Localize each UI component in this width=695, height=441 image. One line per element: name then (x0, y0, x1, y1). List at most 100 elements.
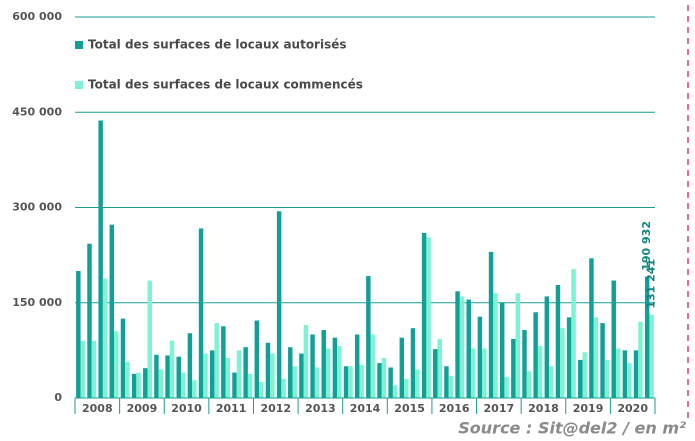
bar (169, 340, 175, 398)
value-label: 190 932 (640, 221, 653, 271)
bar (80, 340, 86, 398)
x-group-label: 2008 (82, 402, 113, 415)
bar (399, 337, 405, 398)
bar (359, 364, 364, 398)
x-group-label: 2010 (171, 402, 202, 415)
value-label: 131 241 (645, 259, 658, 309)
bar (410, 328, 416, 398)
bar (638, 321, 643, 398)
bar (499, 302, 505, 398)
bar (466, 299, 471, 398)
bar (299, 353, 304, 398)
bar (622, 350, 628, 398)
bar (120, 318, 126, 398)
bar (571, 269, 576, 398)
bar (493, 293, 498, 398)
bar (243, 347, 248, 398)
bar (76, 271, 81, 398)
bar (404, 378, 409, 398)
bar (421, 232, 427, 398)
bar (348, 366, 353, 398)
bar (392, 385, 398, 398)
bar (98, 120, 103, 398)
bar (566, 317, 572, 398)
bar (459, 296, 465, 398)
bar (147, 280, 152, 398)
bar (198, 228, 204, 398)
bar (165, 355, 170, 398)
bar (544, 296, 550, 398)
bar (176, 356, 181, 398)
bar (325, 348, 331, 398)
legend-label: Total des surfaces de locaux autorisés (88, 38, 347, 52)
x-group-label: 2012 (260, 402, 291, 415)
y-tick-label: 450 000 (12, 105, 62, 118)
bar (549, 366, 554, 398)
legend-swatch (75, 81, 83, 89)
x-group-label: 2014 (350, 402, 381, 415)
bar (615, 348, 621, 398)
bar (332, 337, 338, 398)
bar (254, 320, 260, 398)
bar (426, 237, 431, 398)
x-group-label: 2009 (127, 402, 158, 415)
bar (448, 375, 454, 398)
bar (136, 372, 141, 398)
bar (388, 367, 393, 398)
bar (114, 331, 119, 398)
bar (265, 342, 271, 398)
bar (87, 243, 92, 398)
bar (433, 349, 438, 398)
bar (526, 371, 532, 398)
bar (314, 367, 320, 398)
bar (611, 280, 616, 398)
bar (470, 348, 476, 398)
y-tick-label: 600 000 (12, 10, 62, 23)
bar (455, 291, 460, 398)
bar (131, 373, 137, 398)
y-tick-label: 0 (54, 391, 62, 404)
bar (604, 359, 610, 398)
legend-label: Total des surfaces de locaux commencés (88, 78, 363, 92)
bar (560, 328, 565, 398)
bar (377, 363, 382, 398)
legend-swatch (75, 41, 83, 49)
x-group-label: 2017 (484, 402, 515, 415)
bar (511, 338, 516, 398)
bar (366, 276, 371, 398)
y-tick-label: 150 000 (12, 296, 62, 309)
bar (515, 293, 521, 398)
x-group-label: 2019 (573, 402, 604, 415)
bar (522, 330, 527, 398)
bar (321, 330, 326, 398)
bar (303, 324, 309, 398)
bar (154, 354, 159, 398)
bar (537, 345, 543, 398)
bar (444, 366, 449, 398)
bar (370, 334, 376, 398)
bar (644, 276, 650, 398)
bar (649, 314, 654, 398)
x-group-label: 2020 (617, 402, 648, 415)
bar (247, 373, 253, 398)
bar (143, 368, 148, 398)
x-group-label: 2013 (305, 402, 336, 415)
bar (488, 251, 494, 398)
bar (589, 258, 594, 398)
bar (203, 353, 208, 398)
bar (221, 326, 226, 398)
bar (102, 278, 108, 398)
bar (276, 211, 282, 398)
x-group-label: 2011 (216, 402, 247, 415)
source: Source : Sit@del2 / en m² (458, 419, 686, 438)
bar (600, 323, 605, 398)
bar (187, 333, 193, 398)
x-group-label: 2018 (528, 402, 559, 415)
bar (192, 380, 197, 398)
bar (633, 350, 639, 398)
bar (232, 372, 237, 398)
y-tick-label: 300 000 (12, 201, 62, 214)
bar (209, 350, 215, 398)
bar (593, 317, 599, 398)
bar (533, 312, 538, 398)
